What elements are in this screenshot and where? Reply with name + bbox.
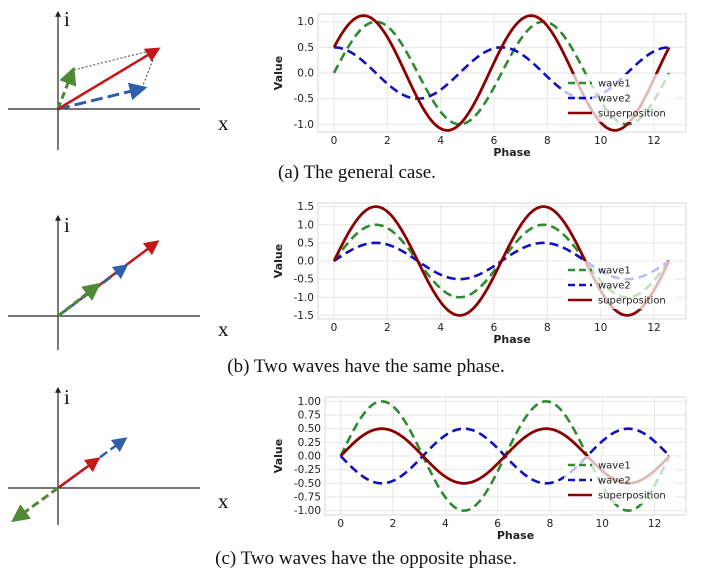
y-tick-label: 0.25 — [298, 437, 321, 449]
x-tick-label: 0 — [331, 135, 338, 147]
x-tick-label: 4 — [442, 518, 449, 530]
x-tick-label: 6 — [491, 135, 498, 147]
x-axis-label: x — [218, 317, 229, 341]
y-tick-label: 1.0 — [297, 219, 314, 231]
y-tick-label: 0.5 — [297, 237, 314, 249]
x-axis-title: Phase — [497, 529, 534, 542]
y-tick-label: -0.5 — [294, 93, 315, 105]
x-tick-label: 4 — [437, 322, 444, 334]
red-vector — [57, 457, 101, 490]
parallelogram-edge — [69, 48, 158, 72]
y-axis-title: Value — [272, 439, 285, 473]
y-tick-label: 0.00 — [298, 451, 321, 463]
legend-label-superposition: superposition — [598, 109, 666, 120]
vector-diagram-b: x i — [8, 213, 229, 350]
x-tick-label: 4 — [437, 135, 444, 147]
legend: wave1 wave2 superposition — [564, 456, 676, 504]
series-line-superposition — [332, 14, 671, 132]
green-vector — [11, 486, 59, 523]
green-vector — [56, 66, 77, 110]
caption-c: (c) Two waves have the opposite phase. — [215, 548, 517, 569]
y-tick-label: 0.0 — [297, 68, 314, 80]
blue-vector — [57, 82, 148, 111]
chart-opposite-phase: 0 2 4 6 8 10 12 -1.00 -0.75-0.50 -0.250.00 0.25 0.5… — [272, 396, 687, 542]
legend: wave1 wave2 superposition — [564, 74, 676, 122]
red-vector — [57, 47, 161, 111]
y-tick-label: 0.50 — [298, 423, 321, 435]
legend: wave1 wave2 superposition — [564, 261, 676, 309]
vector-diagram-a: x i — [8, 7, 229, 150]
legend-label-wave2: wave2 — [598, 476, 631, 487]
legend-label-superposition: superposition — [598, 296, 666, 307]
x-tick-label: 2 — [390, 518, 397, 530]
y-tick-label: 0.5 — [297, 42, 314, 54]
vector-diagram-c: x i — [8, 385, 229, 525]
y-tick-label: -1.5 — [294, 310, 315, 322]
x-tick-label: 12 — [648, 518, 661, 530]
x-axis-label: x — [218, 489, 229, 513]
x-tick-label: 10 — [594, 135, 607, 147]
y-tick-label: -1.00 — [294, 505, 321, 517]
caption-b: (b) Two waves have the same phase. — [227, 356, 504, 377]
y-axis-label: i — [64, 7, 70, 31]
y-tick-label: -1.0 — [294, 119, 315, 131]
y-axis-title: Value — [272, 244, 285, 278]
legend-label-wave2: wave2 — [598, 281, 631, 292]
legend-label-wave1: wave1 — [598, 266, 631, 277]
legend-label-wave1: wave1 — [598, 79, 631, 90]
x-axis-title: Phase — [493, 146, 530, 159]
y-tick-label: 0.0 — [297, 256, 314, 268]
x-tick-label: 6 — [491, 322, 498, 334]
x-tick-label: 12 — [647, 135, 660, 147]
x-tick-label: 8 — [547, 518, 554, 530]
chart-same-phase: 0 2 4 6 8 10 12 -1.5 -1.0 -0.5 0.0 0.5 1.0 1.5 Phase Va… — [272, 201, 687, 346]
caption-a: (a) The general case. — [278, 162, 436, 183]
y-tick-label: 0.75 — [298, 410, 321, 422]
y-axis-title: Value — [272, 56, 285, 90]
y-tick-label: -0.5 — [294, 274, 315, 286]
x-tick-label: 0 — [331, 322, 338, 334]
legend-label-wave1: wave1 — [598, 461, 631, 472]
y-axis-label: i — [64, 213, 70, 237]
y-axis-label: i — [64, 385, 70, 409]
y-tick-label: 1.00 — [298, 396, 321, 408]
x-axis-label: x — [218, 111, 229, 135]
x-tick-label: 12 — [647, 322, 660, 334]
y-tick-label: -0.75 — [294, 491, 321, 503]
x-tick-label: 2 — [384, 135, 391, 147]
x-tick-label: 8 — [544, 322, 551, 334]
x-tick-label: 8 — [544, 135, 551, 147]
x-tick-label: 6 — [494, 518, 501, 530]
x-tick-label: 10 — [596, 518, 609, 530]
x-tick-label: 0 — [337, 518, 344, 530]
x-tick-label: 10 — [594, 322, 607, 334]
legend-label-wave2: wave2 — [598, 94, 631, 105]
x-tick-label: 2 — [384, 322, 391, 334]
chart-general-case: 0 2 4 6 8 10 12 -1.0 -0.5 0.0 0.5 1.0 Phase Value wave… — [272, 13, 687, 159]
y-tick-label: 1.5 — [297, 201, 314, 213]
green-vector — [57, 282, 101, 318]
y-tick-label: 1.0 — [297, 16, 314, 28]
x-axis-title: Phase — [493, 333, 530, 346]
parallelogram-edge — [141, 48, 158, 89]
y-tick-label: -0.25 — [294, 464, 321, 476]
y-tick-label: -0.50 — [294, 478, 321, 490]
legend-label-superposition: superposition — [598, 491, 666, 502]
y-tick-label: -1.0 — [294, 292, 315, 304]
